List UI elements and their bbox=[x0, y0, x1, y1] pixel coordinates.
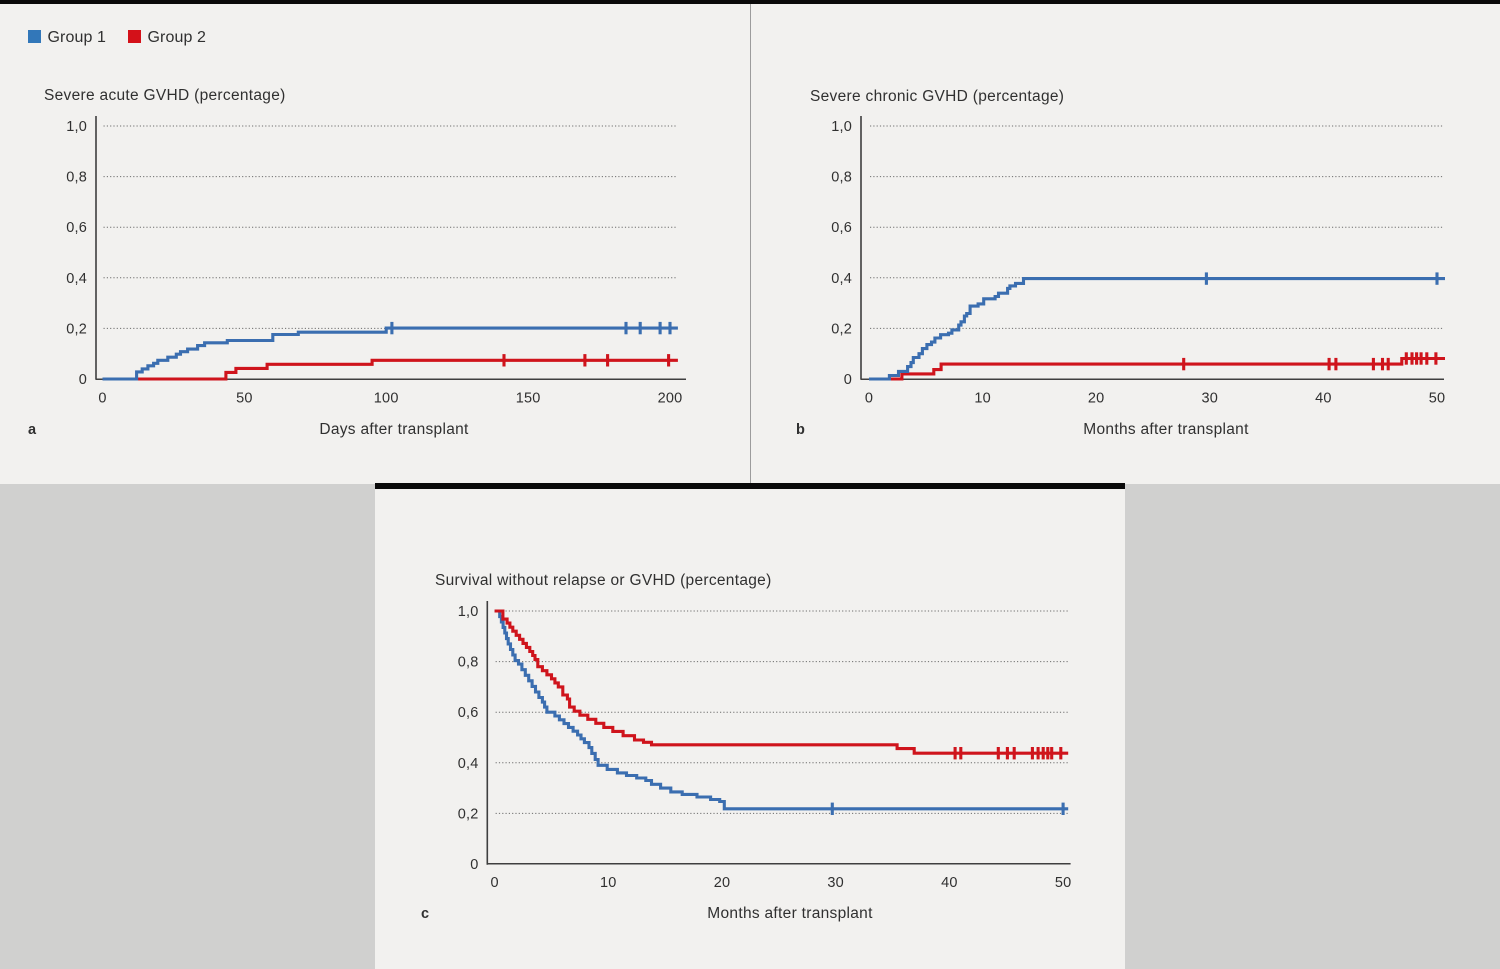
svg-text:0,8: 0,8 bbox=[831, 170, 852, 186]
svg-text:0,8: 0,8 bbox=[458, 655, 479, 671]
svg-text:40: 40 bbox=[1315, 391, 1332, 407]
svg-text:50: 50 bbox=[236, 391, 253, 407]
svg-text:50: 50 bbox=[1429, 391, 1446, 407]
svg-text:40: 40 bbox=[941, 875, 958, 891]
svg-text:1,0: 1,0 bbox=[458, 604, 479, 620]
svg-text:Months after transplant: Months after transplant bbox=[1083, 421, 1249, 438]
svg-text:0,6: 0,6 bbox=[66, 220, 87, 236]
svg-text:100: 100 bbox=[374, 391, 399, 407]
svg-text:Severe acute GVHD (percentage): Severe acute GVHD (percentage) bbox=[44, 87, 286, 104]
svg-text:200: 200 bbox=[658, 391, 683, 407]
svg-text:c: c bbox=[421, 906, 429, 922]
svg-text:0: 0 bbox=[79, 372, 87, 388]
svg-text:0,4: 0,4 bbox=[66, 271, 87, 287]
svg-text:0,2: 0,2 bbox=[66, 321, 87, 337]
svg-text:a: a bbox=[28, 422, 37, 438]
svg-text:Severe chronic GVHD (percentag: Severe chronic GVHD (percentage) bbox=[810, 88, 1064, 105]
svg-text:150: 150 bbox=[516, 391, 541, 407]
svg-text:0: 0 bbox=[490, 875, 498, 891]
svg-text:0: 0 bbox=[470, 857, 478, 873]
svg-text:1,0: 1,0 bbox=[831, 119, 852, 135]
svg-text:Months after transplant: Months after transplant bbox=[707, 905, 873, 922]
svg-text:0,4: 0,4 bbox=[831, 271, 852, 287]
svg-text:30: 30 bbox=[1202, 391, 1219, 407]
svg-text:Group 1: Group 1 bbox=[48, 29, 107, 46]
svg-text:Days after transplant: Days after transplant bbox=[319, 421, 469, 438]
svg-text:Group 2: Group 2 bbox=[148, 29, 207, 46]
svg-text:0: 0 bbox=[865, 391, 873, 407]
svg-text:20: 20 bbox=[714, 875, 731, 891]
svg-text:50: 50 bbox=[1055, 875, 1072, 891]
svg-text:0,2: 0,2 bbox=[458, 806, 479, 822]
svg-text:10: 10 bbox=[974, 391, 991, 407]
svg-text:b: b bbox=[796, 422, 805, 438]
svg-text:0,8: 0,8 bbox=[66, 170, 87, 186]
svg-text:Survival without relapse or GV: Survival without relapse or GVHD (percen… bbox=[435, 572, 772, 589]
svg-text:0,2: 0,2 bbox=[831, 321, 852, 337]
svg-text:1,0: 1,0 bbox=[66, 119, 87, 135]
svg-text:0: 0 bbox=[844, 372, 852, 388]
svg-text:0,6: 0,6 bbox=[831, 220, 852, 236]
svg-text:10: 10 bbox=[600, 875, 617, 891]
svg-text:0: 0 bbox=[98, 391, 106, 407]
svg-text:0,4: 0,4 bbox=[458, 756, 479, 772]
svg-text:30: 30 bbox=[827, 875, 844, 891]
svg-text:20: 20 bbox=[1088, 391, 1105, 407]
svg-text:0,6: 0,6 bbox=[458, 705, 479, 721]
